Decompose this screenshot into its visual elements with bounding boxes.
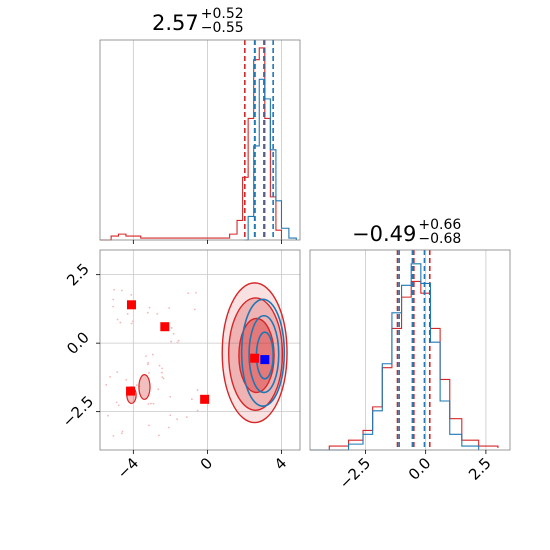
joint-sample-point: [116, 371, 119, 374]
joint-sample-point: [157, 388, 160, 391]
joint-marker-blue: [260, 355, 270, 365]
joint-sample-point: [146, 311, 149, 314]
joint-sample-point: [161, 376, 164, 379]
joint-marker-red: [126, 300, 136, 310]
joint-sample-point: [105, 383, 108, 386]
joint-marker-red: [160, 322, 170, 332]
joint-sample-point: [116, 318, 119, 321]
joint-sample-point: [112, 434, 115, 437]
param2-xtick-label: 2.5: [465, 454, 495, 484]
joint-sample-point: [113, 288, 116, 291]
joint-sample-point: [147, 403, 150, 405]
joint-sample-point: [156, 312, 159, 315]
joint-sample-point: [148, 306, 151, 309]
joint-sample-point: [168, 307, 171, 309]
param2-histogram-panel-background: [310, 250, 510, 450]
joint-sample-point: [112, 298, 115, 301]
joint-sample-point: [169, 395, 172, 398]
joint-sample-point: [130, 294, 133, 296]
param1-histogram-series-0: [100, 47, 283, 241]
joint-sample-point: [109, 376, 112, 378]
joint-sample-point: [145, 355, 147, 358]
joint-sample-point: [195, 291, 197, 294]
joint-sample-point: [121, 430, 124, 433]
joint-sample-point: [148, 371, 150, 374]
joint-outlier-contour: [138, 374, 151, 400]
joint-sample-point: [170, 340, 173, 343]
joint-sample-point: [170, 327, 173, 329]
joint-sample-point: [132, 320, 134, 323]
joint-sample-point: [135, 384, 138, 387]
joint-sample-point: [190, 398, 193, 401]
param2-histogram-series-1: [310, 263, 480, 451]
joint-sample-point: [162, 377, 165, 380]
joint-sample-point: [158, 364, 161, 367]
joint-sample-point: [117, 404, 120, 407]
joint-sample-point: [176, 418, 179, 421]
joint-contour-series-1: [240, 298, 286, 407]
joint-sample-point: [172, 333, 175, 335]
joint-ytick-label: 0.0: [63, 328, 93, 358]
joint-contour-series-1: [248, 314, 280, 394]
joint-xtick-label: 0: [197, 454, 216, 473]
joint-sample-point: [121, 289, 123, 292]
joint-sample-point: [148, 424, 150, 427]
joint-marker-red: [200, 394, 210, 404]
joint-sample-point: [120, 432, 123, 435]
joint-sample-point: [151, 353, 154, 356]
param2-title: −0.49 +0.66 −0.68: [352, 217, 462, 247]
joint-sample-point: [125, 378, 128, 381]
param2-histogram-panel-frame: [309, 249, 511, 451]
joint-sample-point: [185, 416, 188, 419]
joint-sample-point: [196, 409, 199, 412]
joint-sample-point: [161, 371, 163, 374]
joint-sample-point: [119, 321, 122, 324]
joint-sample-point: [193, 308, 196, 311]
joint-sample-point: [167, 426, 170, 429]
param1-title: 2.57 +0.52 −0.55: [152, 6, 244, 36]
joint-sample-point: [115, 401, 118, 404]
joint-sample-point: [177, 339, 180, 342]
param1-histogram-series-1: [244, 78, 297, 241]
joint-marker-red: [126, 386, 136, 396]
joint-sample-point: [158, 434, 160, 437]
param1-histogram-panel-frame: [99, 39, 301, 241]
joint-marker-red: [250, 353, 260, 363]
joint-sample-point: [169, 414, 172, 417]
joint-sample-point: [161, 367, 164, 370]
joint-sample-point: [126, 312, 129, 315]
joint-ytick-label: 2.5: [63, 260, 93, 290]
joint-panel-frame: [99, 249, 301, 451]
param2-xtick-label: 0.0: [405, 454, 435, 484]
joint-sample-point: [196, 389, 199, 391]
joint-sample-point: [107, 414, 109, 417]
joint-sample-point: [112, 305, 115, 308]
joint-sample-point: [130, 322, 133, 325]
joint-sample-point: [152, 402, 155, 405]
joint-sample-point: [149, 402, 152, 405]
joint-sample-point: [146, 363, 149, 366]
joint-sample-point: [147, 361, 150, 364]
param2-xtick-label: −2.5: [336, 454, 374, 492]
joint-sample-point: [176, 341, 179, 344]
joint-sample-point: [187, 292, 190, 295]
joint-xtick-label: 4: [271, 454, 290, 473]
joint-ytick-label: −2.5: [59, 392, 97, 430]
joint-xtick-label: −4: [114, 454, 142, 482]
